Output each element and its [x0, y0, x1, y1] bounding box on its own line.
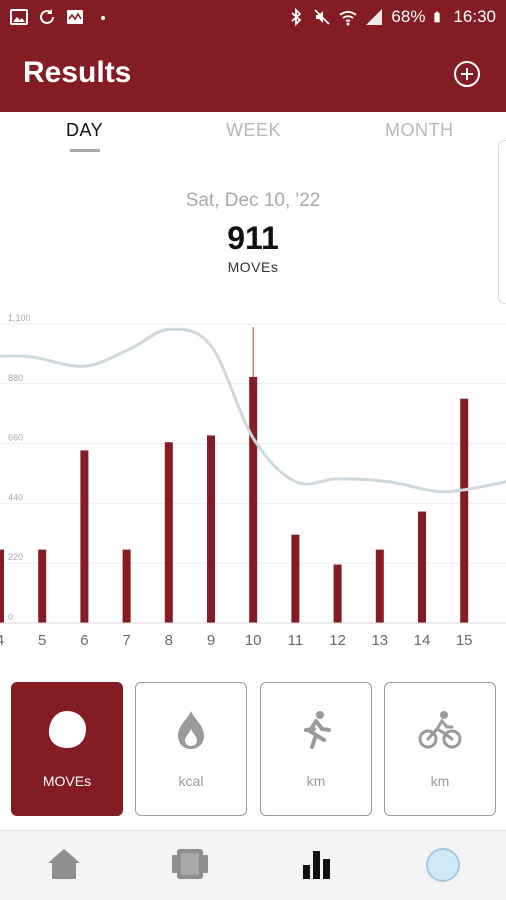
bar	[80, 450, 89, 623]
card-moves[interactable]: MOVEs	[11, 682, 123, 816]
running-icon	[304, 711, 331, 749]
gallery-icon	[10, 9, 28, 25]
y-tick-label: 0	[8, 612, 13, 622]
daily-summary: Sat, Dec 10, '22 911 MOVEs	[0, 190, 506, 275]
card-label: km	[306, 773, 326, 789]
bar	[333, 564, 342, 623]
results-icon[interactable]	[302, 847, 332, 881]
card-label: km	[430, 773, 450, 789]
bar	[38, 549, 47, 623]
x-tick-label: 4	[0, 632, 4, 649]
summary-value: 911	[227, 220, 279, 256]
bottom-nav	[0, 830, 506, 900]
bar	[291, 534, 300, 623]
bar	[249, 377, 258, 623]
card-label: kcal	[178, 773, 204, 789]
summary-unit: MOVEs	[227, 259, 279, 275]
x-tick-label: 13	[371, 632, 388, 649]
app-bar: Results	[0, 36, 506, 112]
x-tick-label: 8	[165, 632, 173, 649]
bluetooth-icon	[291, 8, 302, 26]
profile-icon[interactable]	[425, 847, 461, 883]
period-tabs: DAY WEEK MONTH	[0, 112, 506, 156]
moves-chart[interactable]: 0 220 440 660 880 1,100 4 5 6 7 8 9 10 11 12 13 14 15	[0, 310, 506, 655]
dot-icon	[101, 16, 105, 20]
flame-icon	[178, 711, 204, 749]
side-panel-handle[interactable]	[498, 140, 506, 304]
y-tick-label: 880	[8, 373, 23, 383]
battery-percent: 68%	[391, 7, 426, 26]
y-tick-label: 1,100	[8, 313, 31, 323]
x-tick-label: 9	[207, 632, 215, 649]
card-label: MOVEs	[42, 773, 92, 789]
card-bike-km[interactable]: km	[384, 682, 496, 816]
y-tick-label: 440	[8, 492, 23, 502]
bar	[0, 549, 4, 623]
page-title: Results	[23, 56, 132, 89]
x-tick-label: 11	[288, 632, 304, 649]
bar	[460, 398, 469, 623]
bar	[418, 511, 426, 623]
signal-icon	[366, 9, 383, 25]
trend-line	[0, 327, 506, 494]
tab-day[interactable]: DAY	[66, 120, 104, 140]
wifi-icon	[339, 11, 358, 26]
status-bar: 68% 16:30	[0, 0, 506, 36]
moves-blob-icon	[48, 711, 86, 748]
clock: 16:30	[453, 7, 496, 26]
x-tick-label: 6	[80, 632, 88, 649]
x-tick-label: 15	[456, 632, 473, 649]
device-icon[interactable]	[171, 847, 209, 881]
y-tick-label: 220	[8, 552, 23, 562]
summary-date: Sat, Dec 10, '22	[185, 190, 321, 211]
mute-icon	[314, 9, 331, 25]
tab-indicator	[70, 149, 100, 152]
metric-cards: MOVEs kcal km km	[0, 682, 506, 816]
tab-week[interactable]: WEEK	[226, 120, 282, 140]
add-circle-icon[interactable]	[454, 61, 480, 87]
tab-month[interactable]: MONTH	[385, 120, 454, 140]
bar	[164, 442, 173, 623]
bar	[375, 549, 384, 623]
sync-icon	[40, 9, 54, 24]
card-run-km[interactable]: km	[260, 682, 372, 816]
x-tick-label: 14	[414, 632, 431, 649]
card-kcal[interactable]: kcal	[135, 682, 247, 816]
x-tick-label: 12	[329, 632, 346, 649]
home-icon[interactable]	[46, 847, 82, 881]
cycling-icon	[418, 711, 462, 749]
activity-icon	[67, 10, 83, 24]
x-tick-label: 7	[122, 632, 130, 649]
battery-icon	[434, 11, 441, 23]
x-tick-label: 5	[38, 632, 46, 649]
x-tick-label: 10	[245, 632, 262, 649]
bar	[207, 435, 215, 623]
y-tick-label: 660	[8, 433, 23, 443]
bar	[122, 549, 131, 623]
